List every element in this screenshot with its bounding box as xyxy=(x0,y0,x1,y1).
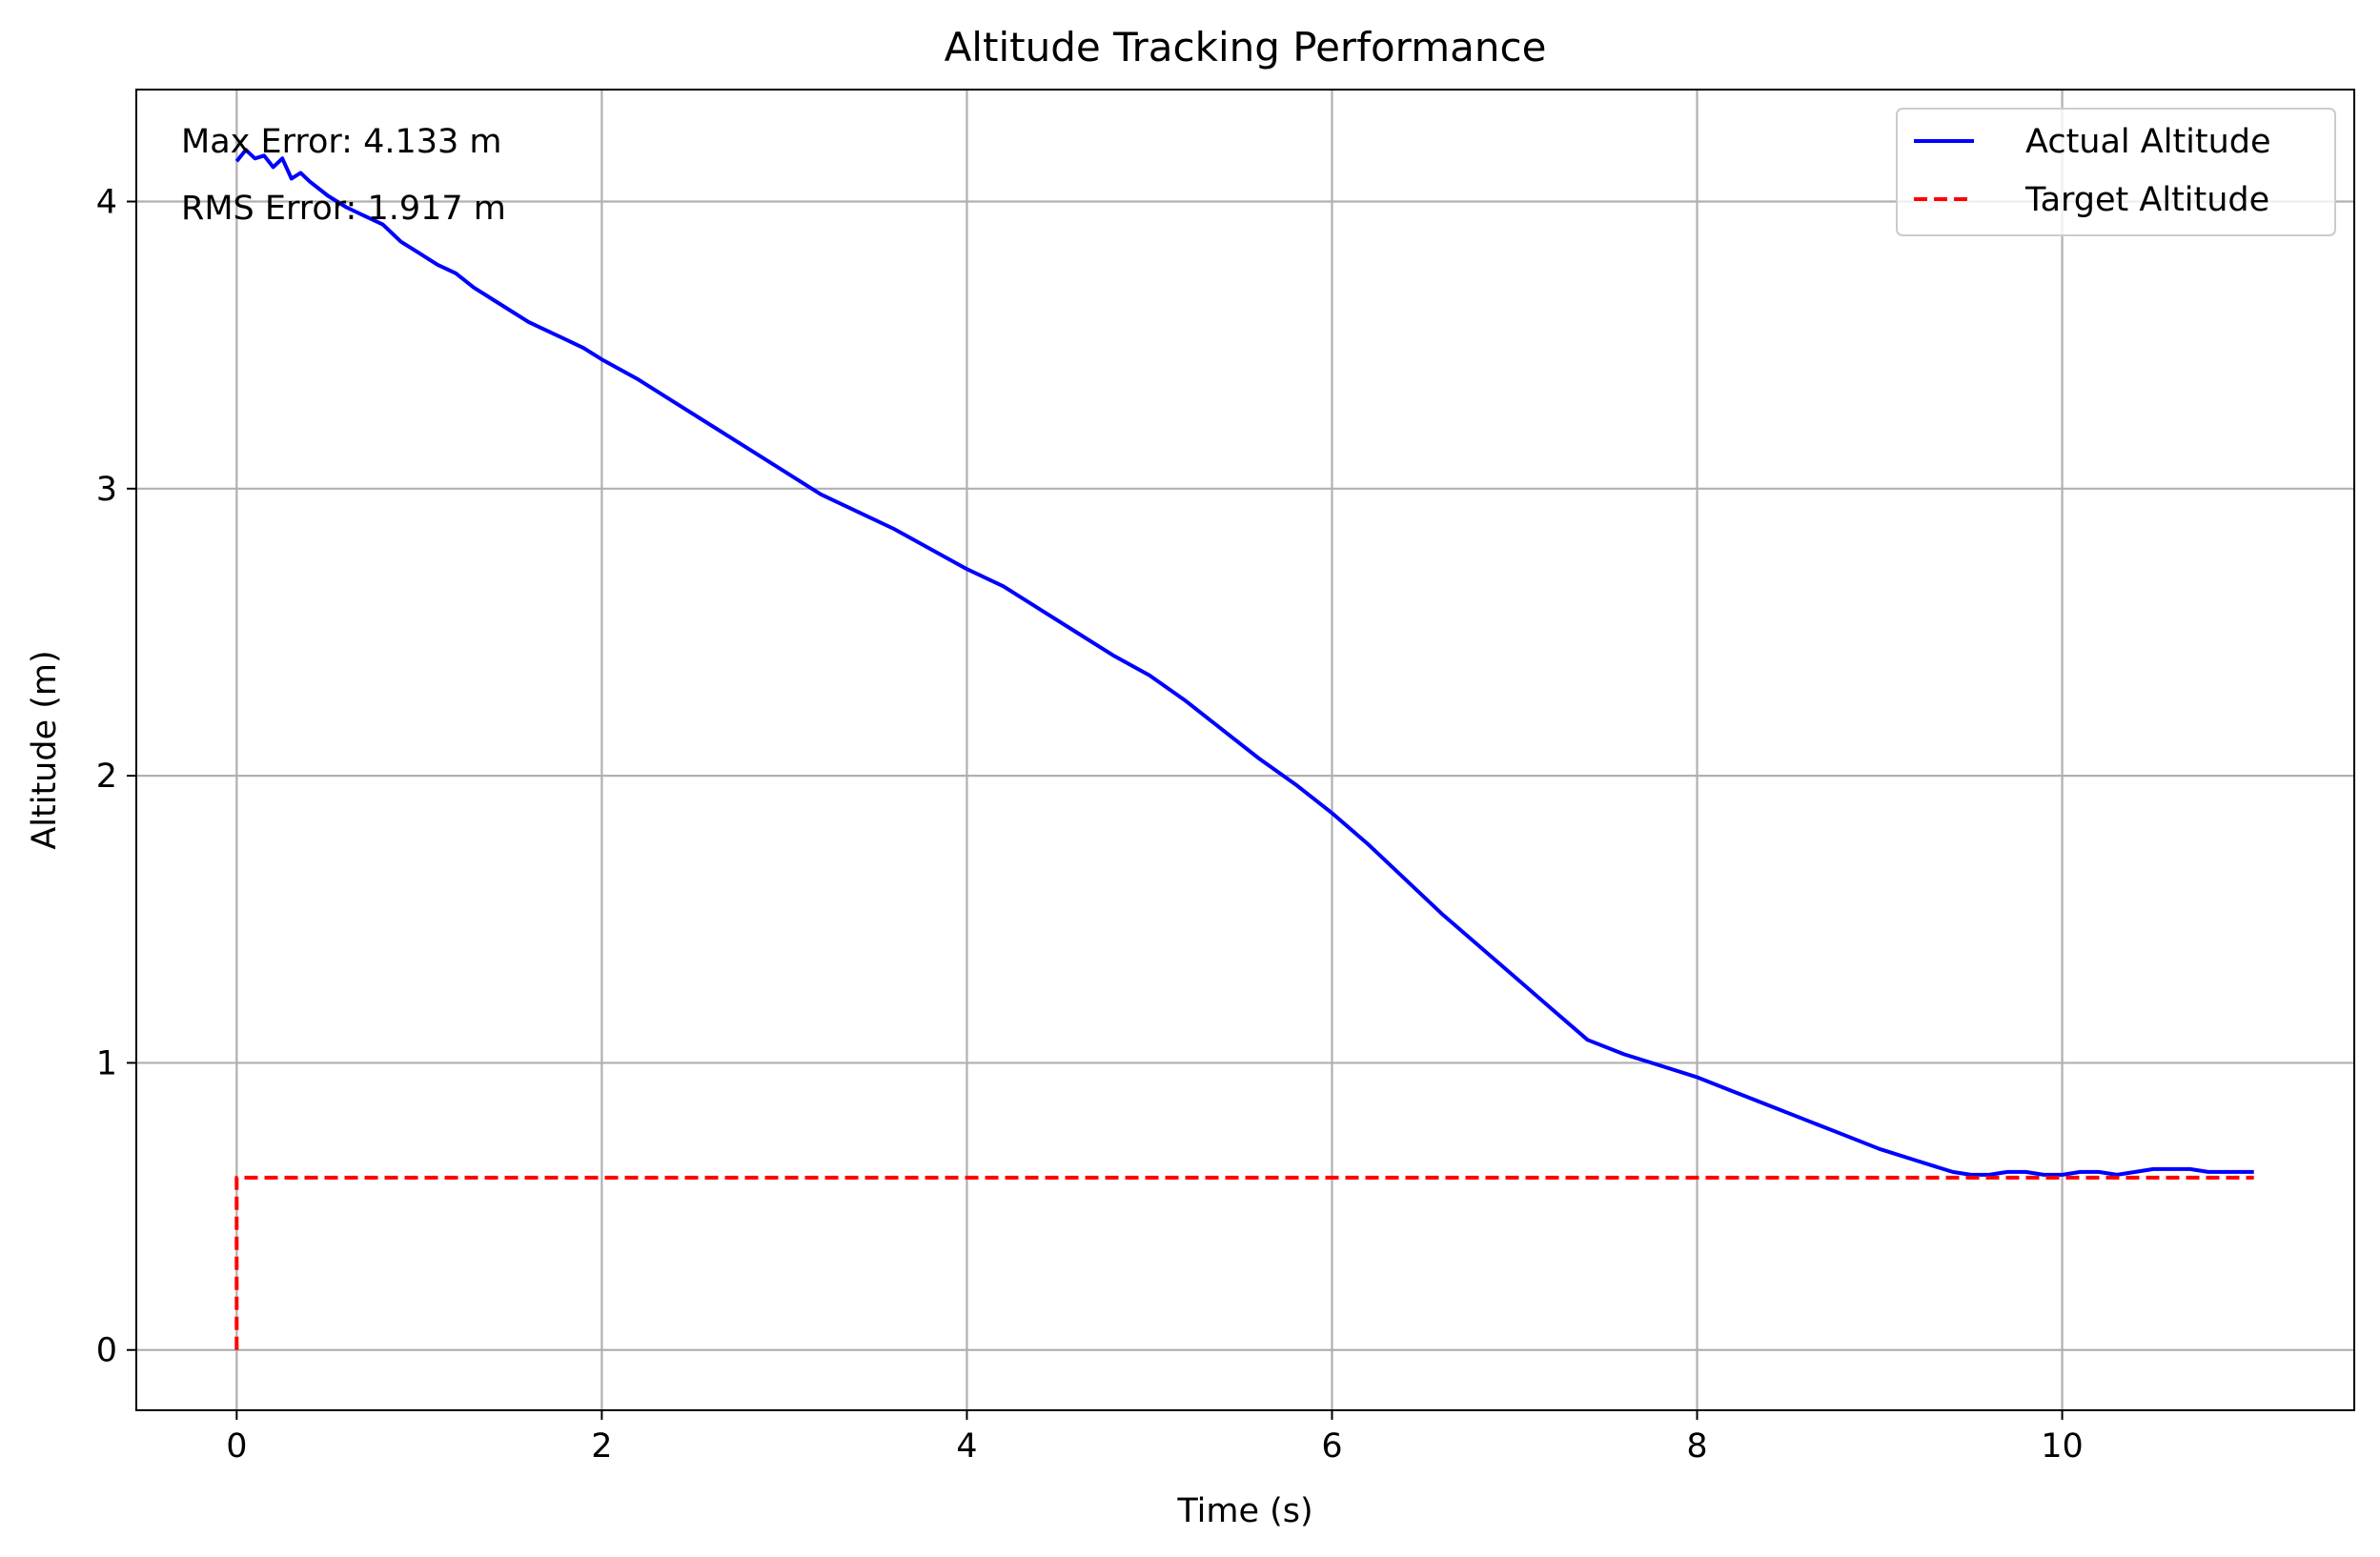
series-layer xyxy=(234,148,2254,1350)
y-tick-label: 2 xyxy=(96,758,117,796)
x-tick-label: 6 xyxy=(1321,1427,1342,1466)
max-error-annotation: Max Error: 4.133 m xyxy=(181,123,502,161)
series-line-target-altitude xyxy=(234,1175,2254,1350)
legend: Actual Altitude Target Altitude xyxy=(1896,108,2336,236)
legend-label-actual: Actual Altitude xyxy=(2025,123,2271,161)
rms-error-annotation: RMS Error: 1.917 m xyxy=(181,190,506,228)
y-tick-label: 4 xyxy=(96,184,117,222)
axis-ticks: 0 2 4 6 8 10 0 1 2 3 4 xyxy=(96,184,2084,1466)
x-tick-label: 4 xyxy=(956,1427,977,1466)
x-tick-label: 0 xyxy=(226,1427,247,1466)
legend-label-target: Target Altitude xyxy=(2024,181,2269,219)
x-tick-label: 8 xyxy=(1686,1427,1707,1466)
legend-box xyxy=(1896,108,2336,236)
x-tick-label: 2 xyxy=(591,1427,612,1466)
chart-title: Altitude Tracking Performance xyxy=(945,24,1547,71)
y-tick-label: 3 xyxy=(96,471,117,509)
plot-frame xyxy=(135,89,2355,1411)
y-tick-label: 1 xyxy=(96,1044,117,1082)
x-axis-label: Time (s) xyxy=(1176,1492,1312,1530)
y-axis-label: Altitude (m) xyxy=(26,650,64,849)
y-tick-label: 0 xyxy=(96,1332,117,1370)
x-tick-label: 10 xyxy=(2041,1427,2084,1466)
series-line-actual-altitude xyxy=(234,148,2254,1177)
